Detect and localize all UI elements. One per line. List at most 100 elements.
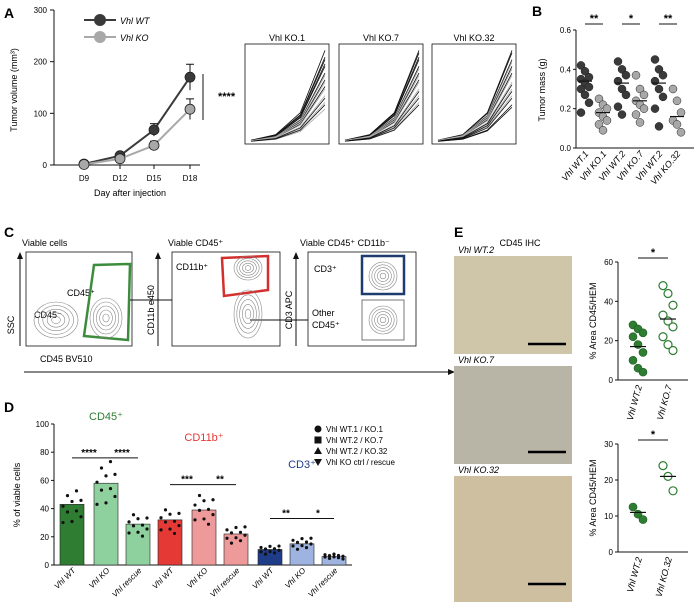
mass-ytick-label: 0.4 <box>560 65 572 74</box>
bar-dot <box>136 530 140 534</box>
cd3-arrowhead <box>293 252 299 259</box>
ihc-point-ko <box>663 340 673 350</box>
mass-point <box>631 70 641 80</box>
flow-contour <box>51 316 61 324</box>
bars-xtick-label: Vhl KO <box>185 566 209 590</box>
flow-contour <box>242 304 254 324</box>
bar-dot <box>341 554 345 558</box>
bar-dot <box>168 512 172 516</box>
bar-dot <box>104 474 108 478</box>
ihc-point-wt <box>638 515 648 524</box>
ihc-ytick-label: 0 <box>609 548 614 557</box>
mass-point <box>594 120 604 129</box>
ihc-panel: CD45 IHC Vhl WT.2 Vhl KO.7 Vhl KO.32 % A… <box>454 238 688 602</box>
bar-dot <box>238 530 243 534</box>
flow-contour <box>374 267 392 285</box>
mass-point <box>617 65 627 74</box>
mass-point <box>668 84 678 94</box>
flow1-ylabel: SSC <box>6 315 16 334</box>
panel-label-b: B <box>532 3 542 19</box>
mass-ytick-label: 0.2 <box>560 105 572 114</box>
mass-point <box>658 92 668 102</box>
bar-dot <box>277 544 281 548</box>
mass-point <box>635 118 645 127</box>
bars-sig-label: **** <box>81 448 97 459</box>
bars-ytick-label: 0 <box>45 561 50 570</box>
mass-point <box>621 90 631 100</box>
growth-point-ko <box>78 159 90 170</box>
bar-dot <box>225 536 229 540</box>
ihc-ytick-label: 20 <box>604 476 613 485</box>
mass-point <box>676 128 686 137</box>
growth-ytick-label: 200 <box>34 58 48 67</box>
bars-xtick-label: Vhl rescue <box>208 566 241 599</box>
bars-xtick-label: Vhl WT <box>250 565 276 591</box>
flow-contour <box>244 308 252 320</box>
mass-point <box>598 126 608 135</box>
bar-dot <box>234 525 238 530</box>
growth-point-ko <box>148 139 160 151</box>
bar-dot <box>300 537 304 541</box>
mass-point <box>639 104 649 113</box>
flow-contour <box>33 301 79 339</box>
bars-xtick-label: Vhl WT <box>52 565 78 591</box>
panel-label-d: D <box>4 399 14 415</box>
spaghetti-line <box>437 61 513 141</box>
bar-dot <box>140 534 145 538</box>
spaghetti-line <box>344 102 420 142</box>
ihc-sig-label: * <box>651 247 656 259</box>
bar-dot <box>70 499 74 504</box>
panel-label-c: C <box>4 224 14 240</box>
mass-point <box>602 116 612 125</box>
flow-gating-panel: Viable cells SSC CD45 BV510 CD45⁻ CD45⁺ … <box>6 238 455 375</box>
bar-dot <box>113 472 117 476</box>
mass-sig-label: ** <box>664 13 673 25</box>
growth-line-wt <box>83 76 191 165</box>
mass-point <box>654 84 664 94</box>
bar-dot <box>127 531 131 535</box>
flow-contour <box>244 265 252 271</box>
bar-dot <box>202 517 206 521</box>
ihc-point-wt <box>633 340 643 349</box>
legend-wt-label: Vhl WT <box>120 16 151 26</box>
ihc-image-2-label: Vhl KO.7 <box>458 355 495 365</box>
bar-dot <box>113 494 117 499</box>
bar-dot <box>295 547 300 551</box>
ihc-point-ko <box>658 332 668 342</box>
bar-dot <box>332 555 336 559</box>
legend-shape-triangle-down <box>314 459 322 466</box>
ihc-point-ko <box>663 288 673 299</box>
panel-label-e: E <box>454 224 463 240</box>
growth-significance: **** <box>218 91 236 103</box>
ihc-ylabel: % Area CD45/HEM <box>588 282 598 359</box>
ihc-image-3-label: Vhl KO.32 <box>458 465 499 475</box>
flow-contour <box>102 313 110 323</box>
mass-point <box>621 70 631 80</box>
bar-dot <box>336 556 341 560</box>
growth-point-ko <box>114 153 126 165</box>
bar-dot <box>168 527 172 531</box>
bar-dot <box>79 515 83 519</box>
bar-dot <box>295 540 300 544</box>
bar-dot <box>243 533 247 537</box>
spaghetti-line <box>250 59 326 141</box>
mass-point <box>650 76 660 86</box>
spaghetti-line <box>437 106 513 142</box>
bar-dot <box>211 513 215 517</box>
ihc-image-1 <box>454 256 572 354</box>
ihc-point-wt <box>628 502 638 512</box>
mass-ylabel: Tumor mass (g) <box>537 58 547 121</box>
ihc-point-wt <box>628 356 638 365</box>
legend-shape-square <box>314 436 322 444</box>
flow3-cd3-gate <box>360 254 406 296</box>
bar-dot <box>229 541 234 545</box>
spaghetti-line <box>344 68 420 141</box>
bar-dot <box>211 498 215 502</box>
bar-dot <box>243 525 247 529</box>
bar-dot <box>159 516 163 520</box>
bars-xtick-label: Vhl rescue <box>110 566 143 599</box>
bar-dot <box>206 507 211 511</box>
bar-dot <box>202 499 206 503</box>
mass-point <box>613 57 623 66</box>
bar-dot <box>323 553 327 557</box>
